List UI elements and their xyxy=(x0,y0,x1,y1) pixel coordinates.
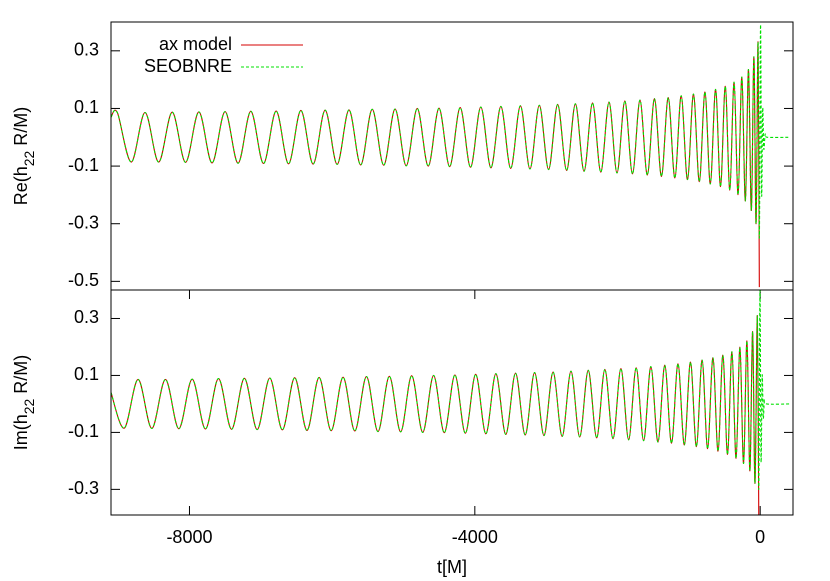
plot-lines xyxy=(111,290,791,515)
y-tick-label: 0.1 xyxy=(74,97,99,117)
y-tick-label: 0.3 xyxy=(74,307,99,327)
y-tick-label: -0.5 xyxy=(68,270,99,290)
y-tick-label: 0.3 xyxy=(74,40,99,60)
y-axis-label-part: Im(h xyxy=(11,414,31,450)
x-axis-label: t[M] xyxy=(437,557,467,577)
x-tick-label: -4000 xyxy=(452,527,498,547)
y-tick-label: -0.3 xyxy=(68,212,99,232)
legend-label: SEOBNRE xyxy=(144,56,232,76)
x-tick-label: 0 xyxy=(755,527,765,547)
y-tick-label: -0.3 xyxy=(68,478,99,498)
y-tick-label: -0.1 xyxy=(68,421,99,441)
y-axis-label: Im(h22 R/M) xyxy=(11,355,37,451)
series-line xyxy=(111,290,791,490)
y-axis-label-part: R/M) xyxy=(11,107,31,151)
y-axis-label-part: 22 xyxy=(21,150,37,166)
series-line xyxy=(111,24,791,239)
plot-lines xyxy=(111,24,791,288)
y-tick-label: 0.1 xyxy=(74,364,99,384)
y-axis-label-part: 22 xyxy=(21,399,37,415)
series-line xyxy=(111,315,760,515)
y-axis-label: Re(h22 R/M) xyxy=(11,107,37,206)
series-line xyxy=(111,41,760,288)
y-axis-label-part: Re(h xyxy=(11,166,31,205)
y-tick-label: -0.1 xyxy=(68,155,99,175)
y-axis-label-part: R/M) xyxy=(11,355,31,399)
legend-label: ax model xyxy=(159,34,232,54)
x-tick-label: -8000 xyxy=(166,527,212,547)
plot-frame xyxy=(110,289,794,516)
